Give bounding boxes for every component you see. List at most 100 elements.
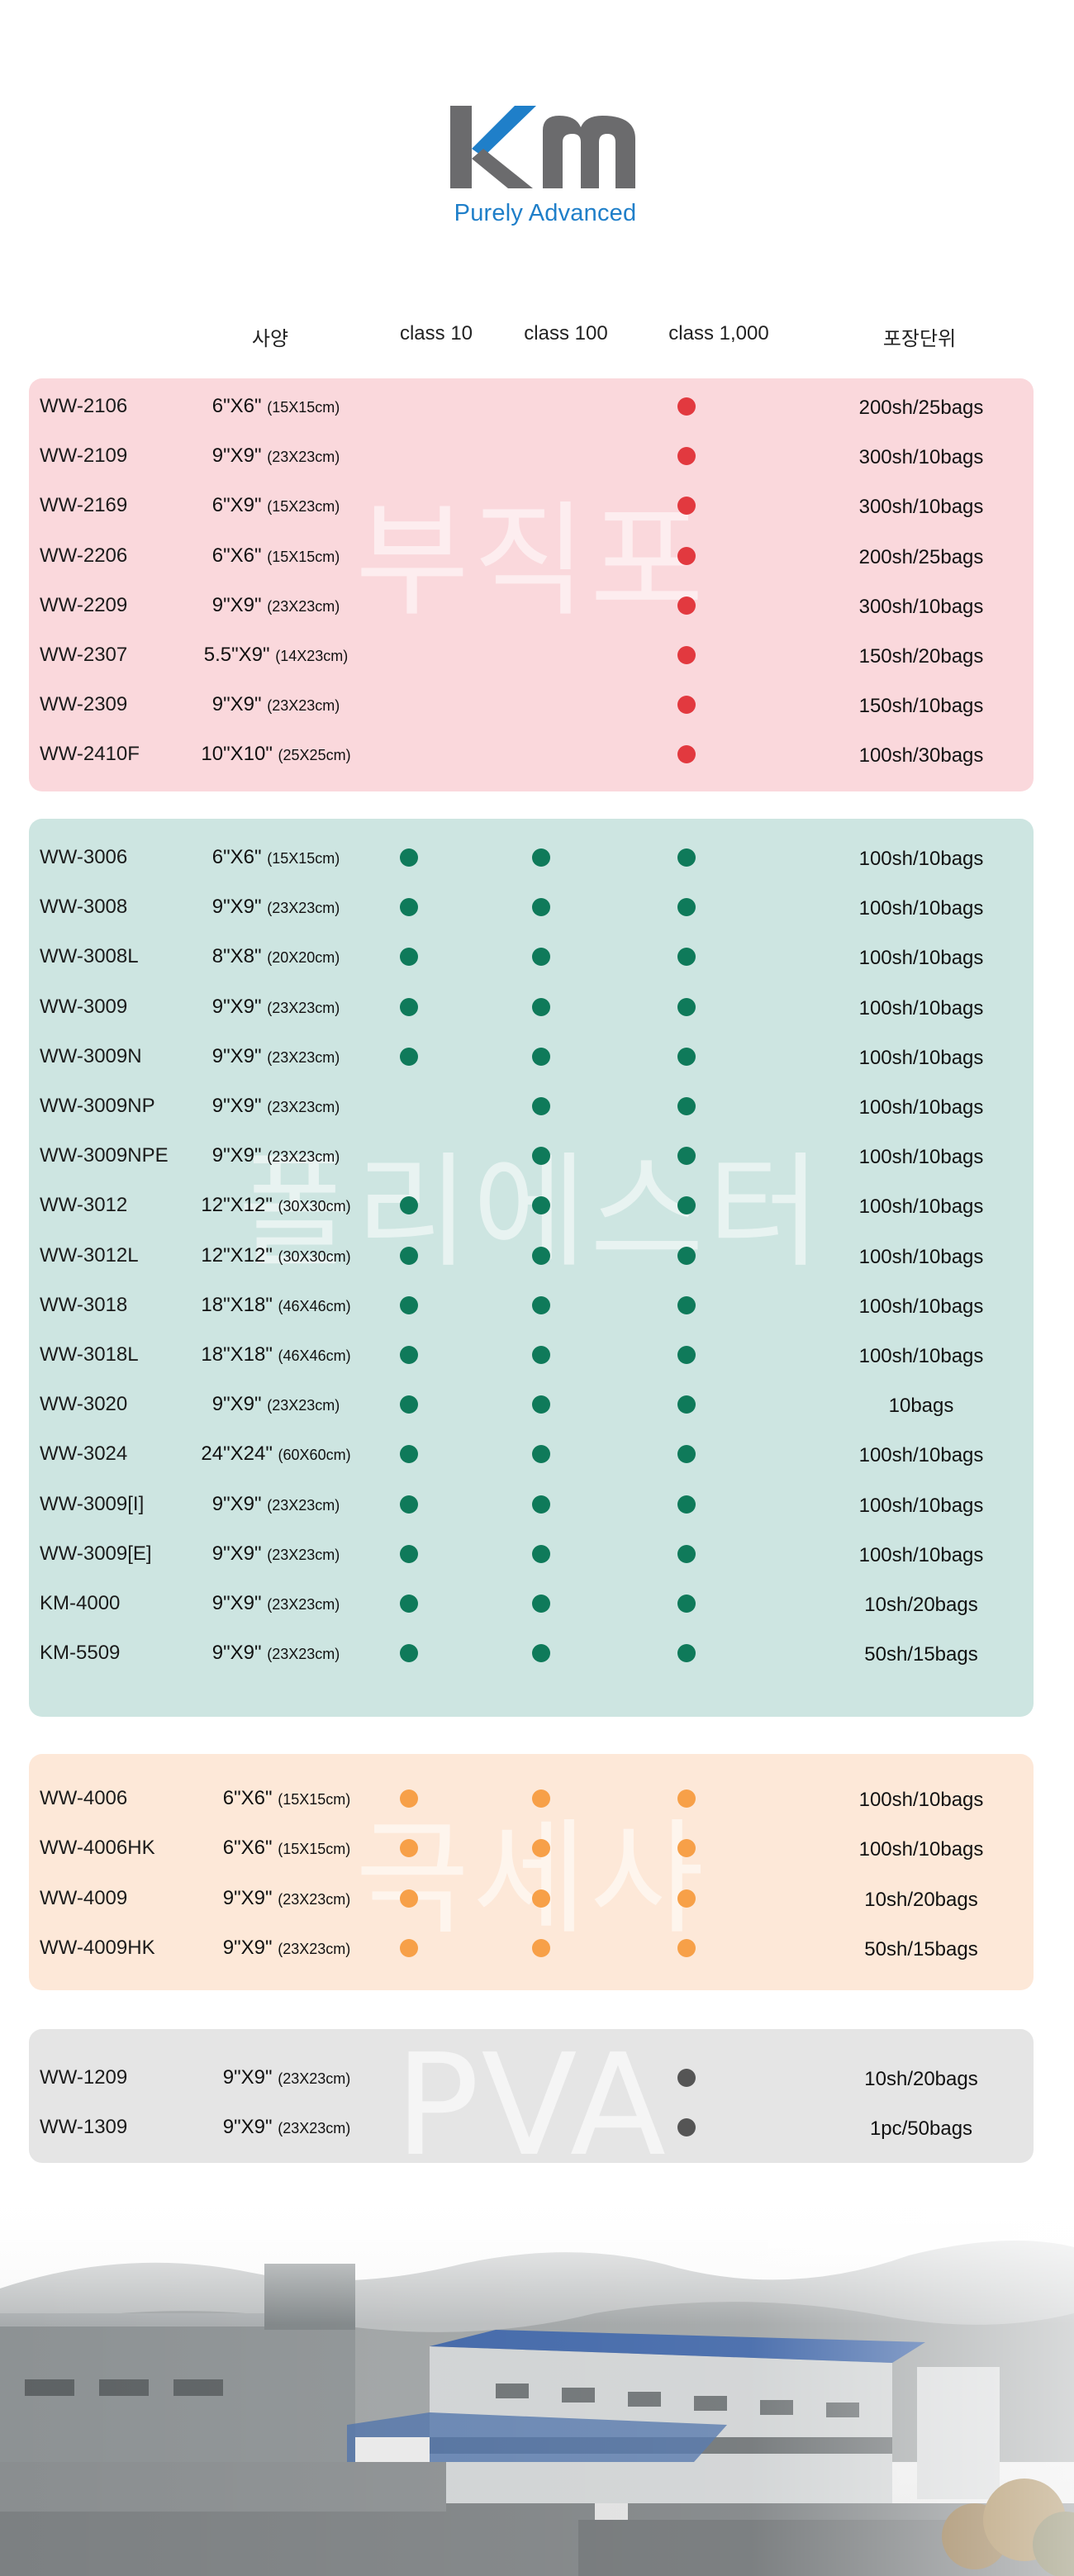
product-size: 9"X9" (23X23cm) <box>212 1095 340 1118</box>
company-logo: Purely Advanced <box>450 106 640 230</box>
product-row: WW-3009NPE 9"X9" (23X23cm) 100sh/10bags <box>29 1144 1034 1177</box>
group-pva: PVA WW-1209 9"X9" (23X23cm) 10sh/20bags WW-… <box>29 2029 1034 2163</box>
product-row: WW-3009[E] 9"X9" (23X23cm) 100sh/10bags <box>29 1542 1034 1576</box>
packing-unit: 10bags <box>888 1395 954 1418</box>
size-inches: 6"X6" <box>222 1787 273 1809</box>
group-watermark: 폴리에스터 <box>237 1141 825 1285</box>
class10-indicator-dot <box>400 898 418 917</box>
group-watermark: 극세사 <box>354 1808 707 1951</box>
class10-indicator-dot <box>400 1395 418 1414</box>
packing-unit: 100sh/10bags <box>858 1345 984 1367</box>
class1000-indicator-dot <box>677 948 696 967</box>
product-size: 18"X18" (46X46cm) <box>201 1294 350 1317</box>
size-inches: 9"X9" <box>211 593 262 616</box>
class100-indicator-dot <box>532 1097 550 1115</box>
class10-indicator-dot <box>400 1595 418 1613</box>
product-code: WW-3020 <box>40 1393 128 1416</box>
product-row: WW-4009 9"X9" (23X23cm) 10sh/20bags <box>29 1887 1034 1920</box>
class1000-indicator-dot <box>677 1644 696 1663</box>
packing-unit: 100sh/10bags <box>858 1146 984 1169</box>
class1000-indicator-dot <box>677 1889 696 1908</box>
size-cm: (20X20cm) <box>267 949 340 967</box>
class100-indicator-dot <box>532 1495 550 1514</box>
size-inches: 9"X9" <box>211 693 262 716</box>
header-class1000: class 1,000 <box>668 322 769 345</box>
class100-indicator-dot <box>532 1544 550 1563</box>
packing-unit: 100sh/10bags <box>858 1838 984 1861</box>
size-inches: 6"X6" <box>222 1837 273 1860</box>
product-code: WW-2410F <box>40 743 140 766</box>
product-code: WW-3008L <box>40 945 139 968</box>
product-code: WW-2209 <box>40 593 128 616</box>
product-row: WW-3009NP 9"X9" (23X23cm) 100sh/10bags <box>29 1095 1034 1128</box>
packing-unit: 100sh/10bags <box>858 1444 984 1467</box>
header-class100: class 100 <box>524 322 608 345</box>
class100-indicator-dot <box>532 1644 550 1663</box>
product-code: WW-3008 <box>40 896 128 919</box>
size-cm: (23X23cm) <box>267 1496 340 1514</box>
size-cm: (15X15cm) <box>278 1791 351 1808</box>
size-inches: 9"X9" <box>222 1936 273 1959</box>
size-cm: (23X23cm) <box>267 1099 340 1115</box>
class100-indicator-dot <box>532 1246 550 1265</box>
class10-indicator-dot <box>400 1938 418 1957</box>
class100-indicator-dot <box>532 997 550 1016</box>
size-cm: (15X23cm) <box>267 498 340 516</box>
product-code: KM-4000 <box>40 1592 121 1614</box>
product-code: WW-3012L <box>40 1243 139 1267</box>
size-inches: 9"X9" <box>222 2116 273 2138</box>
product-size: 9"X9" (23X23cm) <box>212 1592 340 1615</box>
class1000-indicator-dot <box>677 1295 696 1314</box>
size-cm: (15X15cm) <box>267 399 340 416</box>
class1000-indicator-dot <box>677 1246 696 1265</box>
product-row: WW-3012L 12"X12" (30X30cm) 100sh/10bags <box>29 1244 1034 1277</box>
product-row: WW-3009 9"X9" (23X23cm) 100sh/10bags <box>29 996 1034 1029</box>
class1000-indicator-dot <box>677 497 696 516</box>
header-packing: 포장단위 <box>882 328 957 350</box>
class1000-indicator-dot <box>677 1495 696 1514</box>
product-code: WW-3009 <box>40 995 128 1018</box>
packing-unit: 100sh/30bags <box>858 744 984 768</box>
size-cm: (15X15cm) <box>267 850 340 867</box>
size-cm: (23X23cm) <box>278 1940 351 1957</box>
size-inches: 9"X9" <box>222 2066 273 2089</box>
product-size: 9"X9" (23X23cm) <box>212 1144 340 1167</box>
size-inches: 6"X6" <box>211 544 262 567</box>
product-row: WW-1209 9"X9" (23X23cm) 10sh/20bags <box>29 2066 1034 2099</box>
class1000-indicator-dot <box>677 1047 696 1066</box>
class1000-indicator-dot <box>677 745 696 764</box>
product-row: WW-3012 12"X12" (30X30cm) 100sh/10bags <box>29 1194 1034 1227</box>
header-spec: 사양 <box>251 328 289 350</box>
class10-indicator-dot <box>400 997 418 1016</box>
class1000-indicator-dot <box>677 1839 696 1858</box>
class1000-indicator-dot <box>677 546 696 565</box>
class10-indicator-dot <box>400 1644 418 1663</box>
product-size: 9"X9" (23X23cm) <box>212 594 340 617</box>
size-cm: (23X23cm) <box>267 1546 340 1563</box>
size-inches: 9"X9" <box>211 1044 262 1067</box>
product-code: WW-2106 <box>40 395 128 417</box>
class1000-indicator-dot <box>677 1147 696 1166</box>
size-inches: 9"X9" <box>211 1492 262 1515</box>
product-code: WW-2309 <box>40 693 128 716</box>
product-size: 5.5"X9" (14X23cm) <box>204 644 348 667</box>
product-code: KM-5509 <box>40 1642 121 1665</box>
product-size: 10"X10" (25X25cm) <box>201 743 350 766</box>
class10-indicator-dot <box>400 1839 418 1858</box>
product-code: WW-3009NPE <box>40 1144 169 1167</box>
class1000-indicator-dot <box>677 1789 696 1808</box>
size-cm: (23X23cm) <box>278 2120 351 2136</box>
size-inches: 24"X24" <box>201 1442 273 1466</box>
product-size: 9"X9" (23X23cm) <box>212 996 340 1019</box>
product-row: WW-2206 6"X6" (15X15cm) 200sh/25bags <box>29 544 1034 577</box>
product-row: WW-4006HK 6"X6" (15X15cm) 100sh/10bags <box>29 1837 1034 1870</box>
product-row: WW-3009N 9"X9" (23X23cm) 100sh/10bags <box>29 1045 1034 1078</box>
size-cm: (60X60cm) <box>278 1447 351 1464</box>
size-inches: 6"X6" <box>211 846 262 868</box>
packing-unit: 100sh/10bags <box>858 1295 984 1318</box>
class1000-indicator-dot <box>677 696 696 715</box>
class10-indicator-dot <box>400 1495 418 1514</box>
packing-unit: 200sh/25bags <box>858 545 984 568</box>
packing-unit: 50sh/15bags <box>864 1937 978 1961</box>
size-inches: 18"X18" <box>201 1293 273 1316</box>
